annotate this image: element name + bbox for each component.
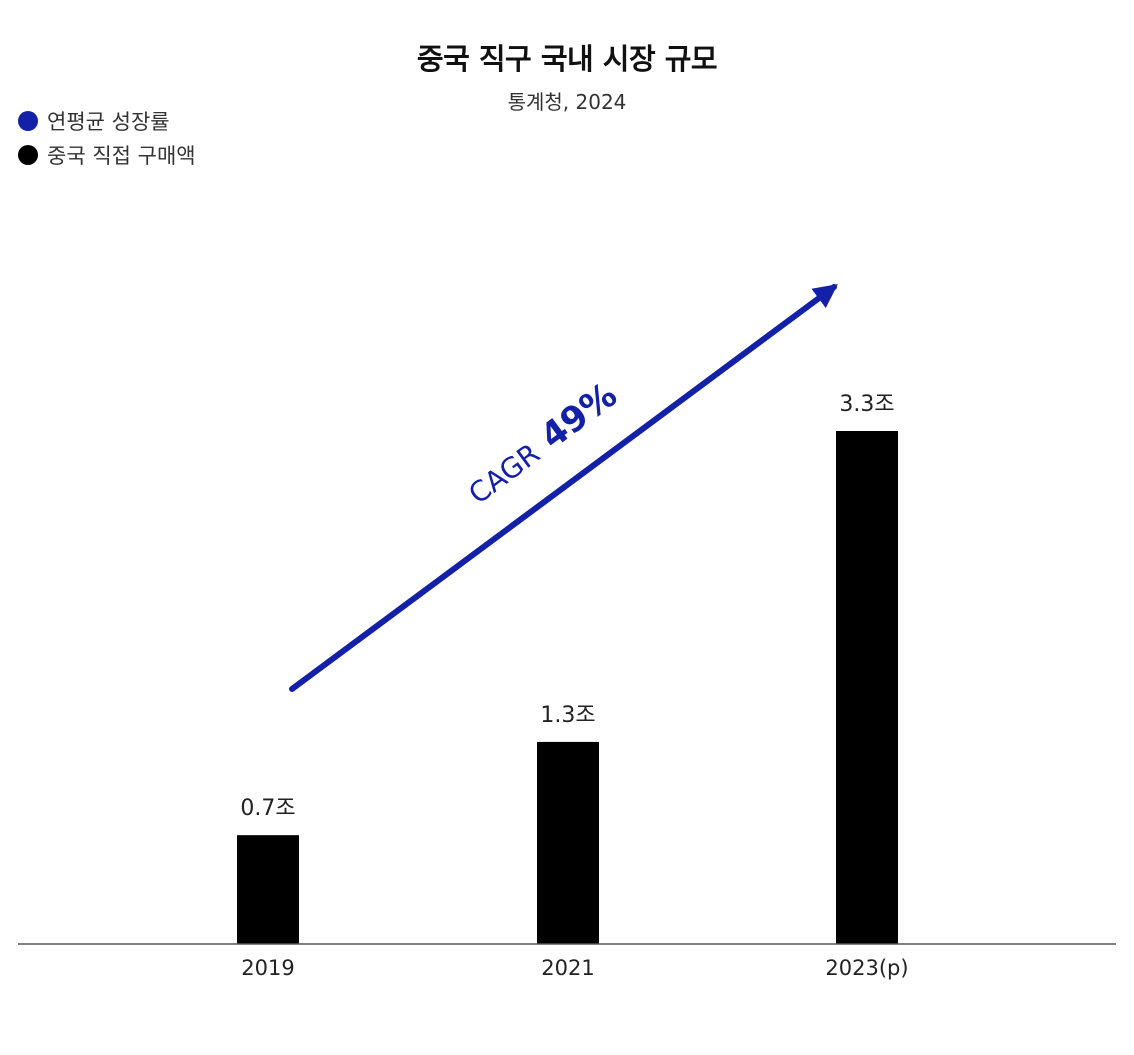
bars-layer: 0.7조 1.3조 3.3조: [237, 392, 898, 944]
legend-label-purchase: 중국 직접 구매액: [47, 144, 196, 168]
cagr-label: CAGR 49%: [460, 375, 625, 512]
x-tick-label-2021: 2021: [541, 956, 594, 980]
data-label-2023(p): 3.3조: [839, 392, 894, 417]
bar-2019: [237, 835, 299, 944]
data-label-2021: 1.3조: [540, 703, 595, 728]
chart-subtitle: 통계청, 2024: [507, 90, 627, 114]
legend-item-cagr: 연평균 성장률: [18, 104, 196, 138]
x-tick-label-2023(p): 2023(p): [825, 956, 908, 980]
legend: 연평균 성장률 중국 직접 구매액: [18, 104, 196, 172]
data-label-2019: 0.7조: [240, 796, 295, 821]
x-tick-labels: 2019 2021 2023(p): [241, 956, 908, 980]
cagr-arrow: [289, 284, 838, 692]
cagr-label-prefix: CAGR: [462, 437, 545, 511]
legend-item-purchase: 중국 직접 구매액: [18, 138, 196, 172]
cagr-label-value: 49%: [534, 375, 625, 457]
legend-label-cagr: 연평균 성장률: [47, 110, 170, 134]
legend-swatch-cagr: [18, 111, 38, 131]
x-tick-label-2019: 2019: [241, 956, 294, 980]
bar-2023(p): [836, 431, 898, 944]
bar-2021: [537, 741, 599, 944]
chart-title: 중국 직구 국내 시장 규모: [416, 42, 718, 76]
legend-swatch-purchase: [18, 145, 38, 165]
